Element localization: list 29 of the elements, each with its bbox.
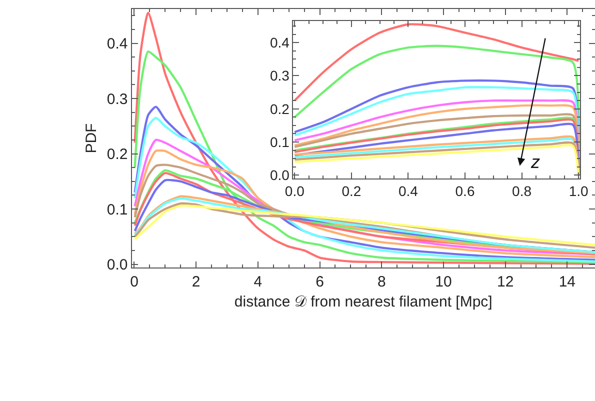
x-tick-label: 1.0: [568, 183, 589, 200]
x-tick-label: 8: [377, 274, 386, 291]
x-tick-label: 14: [558, 274, 576, 291]
line-series: [134, 50, 595, 264]
y-tick-label: 0.2: [106, 146, 128, 164]
y-tick-label: 0.1: [270, 134, 290, 150]
x-tick-label: 0.8: [512, 183, 532, 200]
x-tick-label: 12: [496, 274, 514, 291]
y-tick-label: 0.0: [270, 167, 290, 184]
y-tick-label: 0.3: [270, 68, 290, 84]
x-tick-label: 10: [435, 274, 452, 291]
x-tick-label: 0.4: [398, 183, 418, 200]
y-tick-label: 0.3: [106, 90, 128, 108]
x-tick-label: 6: [316, 274, 324, 291]
y-tick-label: 0.4: [106, 36, 128, 53]
annotation: z: [530, 152, 540, 172]
x-tick-label: 0.0: [284, 183, 305, 200]
y-tick-label: 0.2: [270, 100, 290, 117]
x-tick-label: 4: [254, 274, 262, 291]
y-axis-title: PDF: [83, 123, 100, 154]
x-tick-label: 2: [192, 274, 200, 291]
x-tick-label: 0.6: [455, 183, 475, 200]
x-axis-title: distance 𝒟 from nearest filament [Mpc]: [234, 294, 492, 311]
line-series: [134, 12, 595, 265]
y-tick-label: 0.0: [106, 256, 128, 274]
x-tick-label: 0.2: [342, 183, 362, 200]
x-tick-label: 0: [130, 274, 138, 291]
y-tick-label: 0.4: [270, 34, 290, 50]
y-tick-label: 0.1: [106, 201, 128, 218]
